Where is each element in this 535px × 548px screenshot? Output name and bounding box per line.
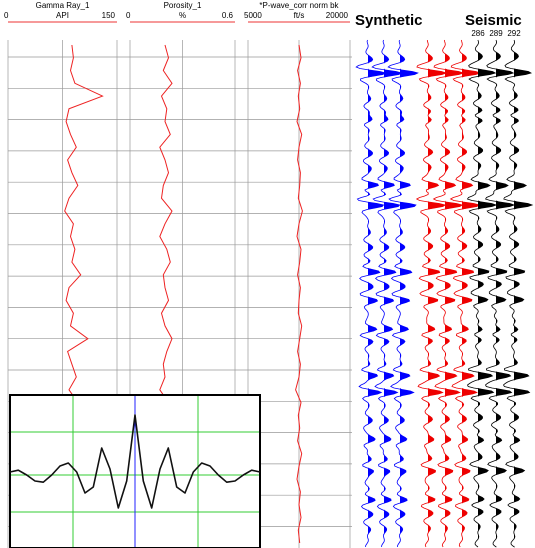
synthetic-title: Synthetic bbox=[355, 12, 423, 29]
track-max: 0.6 bbox=[222, 11, 234, 20]
track-title: *P-wave_corr norm bk bbox=[259, 1, 339, 10]
track-min: 0 bbox=[4, 11, 9, 20]
track-max: 150 bbox=[102, 11, 116, 20]
trace-label: 286 bbox=[471, 29, 485, 38]
seismic-title: Seismic bbox=[465, 12, 522, 29]
trace-wiggle bbox=[355, 39, 387, 548]
track-min: 0 bbox=[126, 11, 131, 20]
track-max: 20000 bbox=[326, 11, 349, 20]
trace-label: 289 bbox=[489, 29, 503, 38]
track-title: Porosity_1 bbox=[164, 1, 202, 10]
track-unit: API bbox=[56, 11, 69, 20]
track-min: 5000 bbox=[244, 11, 262, 20]
trace-fill bbox=[496, 40, 515, 548]
trace-wiggle bbox=[432, 39, 465, 548]
trace-wiggle bbox=[415, 39, 448, 548]
track-unit: % bbox=[179, 11, 186, 20]
track-title: Gamma Ray_1 bbox=[36, 1, 90, 10]
trace-wiggle bbox=[371, 39, 403, 548]
trace-fill bbox=[462, 40, 481, 548]
trace-fill bbox=[478, 40, 497, 548]
log-curve bbox=[295, 44, 303, 544]
trace-fill bbox=[445, 40, 464, 548]
trace-wiggle bbox=[502, 39, 534, 548]
trace-fill bbox=[514, 40, 533, 548]
trace-wiggle bbox=[466, 39, 498, 548]
wavelet-curve bbox=[9, 414, 261, 509]
track-unit: ft/s bbox=[294, 11, 305, 20]
trace-fill bbox=[428, 40, 447, 548]
wavelet-inset bbox=[9, 394, 261, 548]
trace-wiggle bbox=[484, 39, 516, 548]
trace-label: 292 bbox=[507, 29, 521, 38]
trace-wiggle bbox=[449, 39, 482, 548]
trace-wiggle bbox=[387, 39, 419, 547]
